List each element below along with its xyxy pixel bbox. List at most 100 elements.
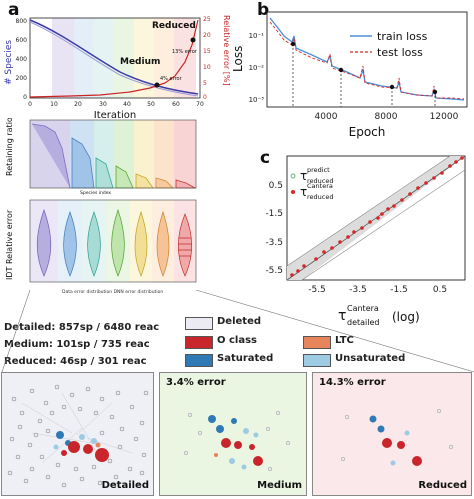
x-tick-30: 30 (99, 101, 107, 108)
left-tick-1: 800 (16, 18, 28, 25)
left-tick-2: 600 (16, 37, 28, 44)
iteration-label: Iteration (94, 110, 136, 121)
band-6 (154, 18, 174, 98)
parity-x-tick-1: -5.5 (308, 285, 326, 295)
loss-axis-label: Loss (232, 46, 245, 72)
right-tick-6: 0 (203, 94, 207, 101)
legend-oclass-swatch (185, 336, 213, 349)
loss-plot: train loss test loss 10⁻¹ 10⁻² 10⁻³ 4000… (232, 11, 468, 139)
legend-test-text: test loss (377, 46, 423, 59)
panel-a-letter: a (8, 0, 20, 20)
violin-7 (177, 213, 193, 277)
x-tick-40: 40 (123, 101, 131, 108)
ret-band-6 (154, 120, 174, 188)
legend-ltc-text: LTC (335, 335, 354, 346)
parity-xlabel-sub: detailed (347, 318, 379, 327)
epoch-axis-label: Epoch (349, 125, 386, 139)
idt-error-plot: IDT Relative error Data error distributi… (5, 199, 197, 295)
error-axis-label: Relative error [%] (222, 15, 230, 86)
size-detailed: Detailed: 857sp / 6480 reac (4, 322, 160, 333)
network-medium-caption: Medium (257, 480, 302, 491)
parity-lower (301, 169, 466, 281)
legend-ltc-swatch (303, 336, 331, 349)
violin-7-marks (178, 237, 192, 257)
legend-predict-marker (290, 173, 296, 179)
network-medium-panel: 3.4% error Medium (159, 372, 307, 496)
band-5 (134, 18, 154, 98)
x-tick-20: 20 (74, 101, 82, 108)
parity-y-tick-1: 0.5 (269, 181, 283, 191)
zoom-connectors (1, 290, 474, 373)
right-tick-1: 25 (203, 16, 211, 23)
species-error-plot: 800 600 400 200 0 25 20 15 10 5 0 0 10 2… (4, 15, 230, 121)
loss-x-tick-2: 8000 (375, 112, 398, 122)
idt-footnote: Data error distribution DNN error distri… (62, 289, 163, 295)
parity-xlabel-tau: τ (338, 308, 346, 324)
species-curve (29, 19, 199, 95)
loss-x-tick-3: 12000 (430, 112, 459, 122)
loss-frame (266, 11, 468, 108)
legend-predict-tau: τ (300, 169, 307, 183)
legend-predict-sub: reduced (307, 177, 333, 185)
reduced-annotation: Reduced (152, 21, 196, 31)
train-loss-curve (269, 17, 465, 101)
ret-curve-2 (71, 137, 95, 189)
x-tick-60: 60 (172, 101, 180, 108)
loss-x-tick-1: 4000 (315, 112, 338, 122)
violin-1 (36, 208, 52, 277)
left-tick-4: 200 (16, 75, 28, 82)
legend-cantera-marker (291, 190, 295, 194)
x-tick-70: 70 (196, 101, 204, 108)
legend-unsaturated-swatch (303, 354, 331, 367)
band-7 (174, 18, 196, 98)
legend-train-text: train loss (377, 30, 428, 43)
legend-saturated-swatch (185, 354, 213, 367)
reduced-point (190, 37, 196, 43)
legend-unsaturated-text: Unsaturated (335, 353, 406, 364)
parity-x-tick-4: 0.5 (433, 285, 447, 295)
x-tick-10: 10 (50, 101, 58, 108)
ret-frame (29, 119, 197, 189)
marker-point-1 (290, 41, 296, 47)
idt-frame (29, 199, 197, 283)
species-axis-label: # Species (4, 40, 14, 85)
right-tick-2: 20 (203, 32, 211, 39)
species-band (29, 21, 199, 97)
ret-curve-1 (31, 123, 71, 189)
legend-cantera-sup: Cantera (307, 182, 333, 190)
parity-y-tick-4: -5.5 (265, 266, 283, 276)
network-medium-error: 3.4% error (166, 377, 226, 388)
legend-saturated-text: Saturated (217, 353, 274, 364)
legend-cantera-sub: reduced (307, 193, 333, 201)
network-detailed-panel: Detailed (1, 372, 154, 496)
loss-y-tick-3: 10⁻³ (249, 96, 265, 104)
violin-2 (63, 210, 77, 277)
network-detailed-graph (7, 384, 149, 488)
error-13-annotation: 13% error (172, 49, 198, 55)
parity-x-tick-3: -1.5 (390, 285, 408, 295)
medium-annotation: Medium (120, 57, 160, 67)
legend-cantera-tau: τ (300, 185, 307, 199)
network-reduced-error: 14.3% error (319, 377, 386, 388)
ret-band-7 (174, 120, 196, 188)
panel-c-letter: c (260, 148, 271, 168)
retaining-axis-label: Retaining ratio (5, 118, 14, 176)
parity-y-tick-2: -1.5 (265, 209, 283, 219)
tau-parity-plot: τ predict reduced τ Cantera reduced 0.5 … (265, 155, 466, 327)
marker-point-3 (389, 84, 395, 90)
right-tick-3: 15 (203, 48, 211, 55)
band-1 (52, 18, 74, 98)
network-detailed-caption: Detailed (101, 480, 149, 491)
parity-points (290, 156, 464, 277)
marker-point-4 (432, 89, 438, 95)
band-4 (114, 18, 134, 98)
size-medium: Medium: 101sp / 735 reac (4, 339, 150, 350)
right-tick-4: 10 (203, 64, 211, 71)
parity-xlabel-sup: Cantera (347, 304, 379, 313)
error-4-annotation: 4% error (160, 76, 183, 82)
left-tick-5: 0 (23, 94, 27, 101)
violin-5 (134, 210, 148, 277)
legend-deleted-text: Deleted (217, 316, 262, 327)
parity-x-tick-2: -3.5 (349, 285, 367, 295)
x-tick-0: 0 (28, 101, 32, 108)
